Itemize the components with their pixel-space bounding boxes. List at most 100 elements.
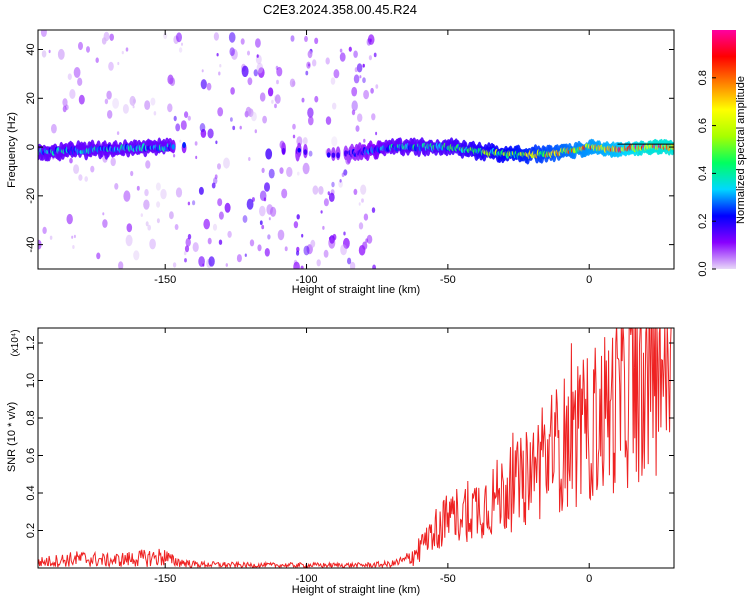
noise-blob (284, 246, 288, 252)
noise-blob (102, 219, 108, 228)
noise-blob (343, 169, 348, 176)
noise-blob (126, 223, 133, 233)
noise-blob (230, 87, 235, 95)
noise-blob (373, 52, 377, 58)
noise-blob (296, 136, 303, 147)
noise-blob (358, 222, 364, 230)
noise-blob (307, 50, 313, 59)
spectrogram-frame (37, 29, 675, 270)
noise-blob (300, 265, 304, 269)
noise-blob (71, 235, 74, 239)
noise-blob (351, 109, 356, 116)
snr-frame (37, 327, 675, 569)
noise-blob (372, 264, 376, 269)
noise-blob (289, 78, 296, 88)
noise-blob (274, 94, 281, 104)
noise-blob (199, 123, 206, 133)
noise-blob (224, 202, 231, 213)
noise-blob (328, 237, 336, 249)
noise-blob (223, 157, 230, 169)
noise-blob (312, 185, 319, 195)
noise-blob (366, 234, 373, 244)
noise-blob (363, 213, 369, 221)
noise-blob (106, 90, 112, 100)
x-tick-label: 0 (586, 274, 592, 286)
noise-blob (369, 38, 372, 43)
noise-blob (104, 98, 109, 105)
noise-blob (225, 263, 228, 267)
noise-blob (183, 251, 187, 256)
y-tick-label: 1.0 (25, 373, 37, 388)
y-tick-label: 0.4 (25, 485, 37, 500)
noise-blob (96, 252, 101, 260)
noise-blob (62, 98, 68, 107)
noise-blob (175, 187, 183, 198)
noise-blob (322, 225, 325, 230)
noise-blob (206, 82, 212, 91)
noise-blob (129, 95, 136, 106)
noise-blob (263, 197, 267, 202)
noise-blob (147, 224, 151, 231)
noise-blob (249, 239, 255, 247)
noise-blob (198, 256, 205, 267)
noise-blob (331, 181, 335, 188)
noise-blob (274, 103, 277, 109)
noise-blob (359, 75, 362, 79)
noise-blob (343, 237, 350, 249)
noise-blob (310, 239, 316, 248)
noise-blob (144, 189, 149, 197)
noise-blob (279, 167, 284, 175)
spectrogram-y-ticks: -40 -20 0 20 40 (25, 43, 674, 253)
noise-blob (264, 248, 270, 257)
noise-blob (296, 214, 300, 220)
noise-blob (200, 79, 207, 90)
noise-blob (331, 136, 338, 147)
noise-blob (259, 92, 266, 102)
noise-blob (192, 242, 199, 253)
noise-blob (216, 53, 219, 57)
noise-blob (256, 62, 264, 74)
noise-blob (371, 113, 376, 121)
noise-blob (370, 87, 374, 94)
noise-blob (259, 220, 263, 225)
noise-blob (351, 100, 358, 111)
noise-blob (136, 185, 140, 191)
y-tick-label: -20 (25, 188, 37, 204)
noise-blob (268, 217, 271, 221)
noise-blob (358, 245, 366, 256)
noise-blob (308, 116, 314, 126)
noise-blob (175, 123, 181, 132)
noise-blob (41, 50, 47, 58)
noise-blob (240, 38, 245, 45)
x-tick-label: -100 (296, 573, 318, 585)
noise-blob (259, 205, 266, 217)
noise-blob (296, 250, 300, 256)
noise-blob (118, 261, 124, 269)
noise-blob (102, 212, 105, 216)
noise-blob (130, 170, 134, 177)
snr-y-axis-label: SNR (10 * v/v) (6, 402, 18, 472)
noise-blob (330, 77, 336, 85)
ridge-core (336, 152, 340, 159)
noise-blob (351, 86, 358, 97)
noise-blob (261, 224, 265, 230)
noise-blob (312, 59, 317, 67)
noise-blob (176, 32, 182, 43)
snr-y-multiplier: (x10⁴) (10, 329, 21, 356)
noise-blob (145, 221, 149, 227)
noise-blob (371, 207, 376, 213)
x-tick-label: -50 (440, 274, 456, 286)
noise-blob (267, 234, 271, 240)
noise-blob (361, 198, 364, 203)
noise-blob (375, 84, 379, 89)
noise-blob (318, 186, 324, 195)
colorbar-tick-label: 0.2 (697, 214, 709, 229)
noise-blob (303, 245, 310, 256)
noise-blob (247, 50, 250, 56)
noise-blob (180, 120, 187, 130)
noise-blob (156, 218, 160, 224)
colorbar-tick-label: 0.6 (697, 118, 709, 133)
noise-blob (349, 261, 356, 269)
noise-blob (254, 129, 257, 134)
noise-blob (160, 188, 167, 200)
